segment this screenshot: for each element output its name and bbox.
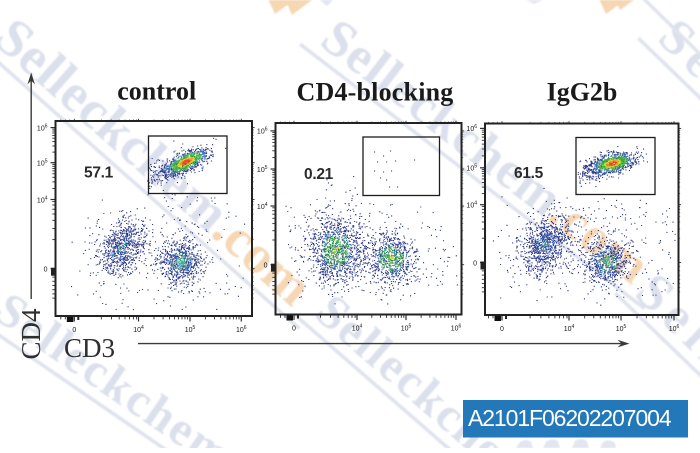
svg-text:104: 104 [352, 323, 363, 332]
svg-text:0: 0 [473, 261, 477, 268]
svg-text:0: 0 [500, 326, 504, 333]
svg-text:105: 105 [185, 325, 196, 334]
svg-text:0: 0 [72, 327, 76, 334]
svg-text:105: 105 [401, 323, 412, 332]
svg-text:105: 105 [616, 324, 627, 333]
svg-text:106: 106 [236, 325, 247, 334]
svg-text:0: 0 [292, 326, 296, 333]
svg-text:106: 106 [466, 124, 477, 133]
svg-text:IgG2b: IgG2b [547, 78, 618, 107]
svg-text:104: 104 [466, 201, 477, 210]
svg-text:104: 104 [37, 195, 48, 204]
svg-text:61.5: 61.5 [514, 165, 544, 182]
svg-text:0: 0 [264, 263, 268, 270]
svg-text:104: 104 [257, 202, 268, 211]
svg-text:105: 105 [466, 164, 477, 173]
svg-text:CD4-blocking: CD4-blocking [297, 78, 454, 107]
svg-text:106: 106 [37, 123, 48, 132]
svg-text:CD4: CD4 [16, 308, 46, 360]
svg-text:104: 104 [133, 325, 144, 334]
svg-text:106: 106 [257, 127, 268, 136]
svg-text:105: 105 [257, 165, 268, 174]
svg-text:A2101F06202207004: A2101F06202207004 [468, 405, 672, 431]
svg-text:104: 104 [564, 324, 575, 333]
svg-text:106: 106 [669, 324, 680, 333]
svg-text:0.21: 0.21 [304, 166, 334, 183]
svg-text:105: 105 [37, 159, 48, 168]
svg-text:106: 106 [451, 323, 462, 332]
svg-text:control: control [117, 77, 196, 106]
svg-text:57.1: 57.1 [84, 165, 114, 182]
svg-text:0: 0 [44, 267, 48, 274]
svg-text:CD3: CD3 [64, 333, 115, 363]
